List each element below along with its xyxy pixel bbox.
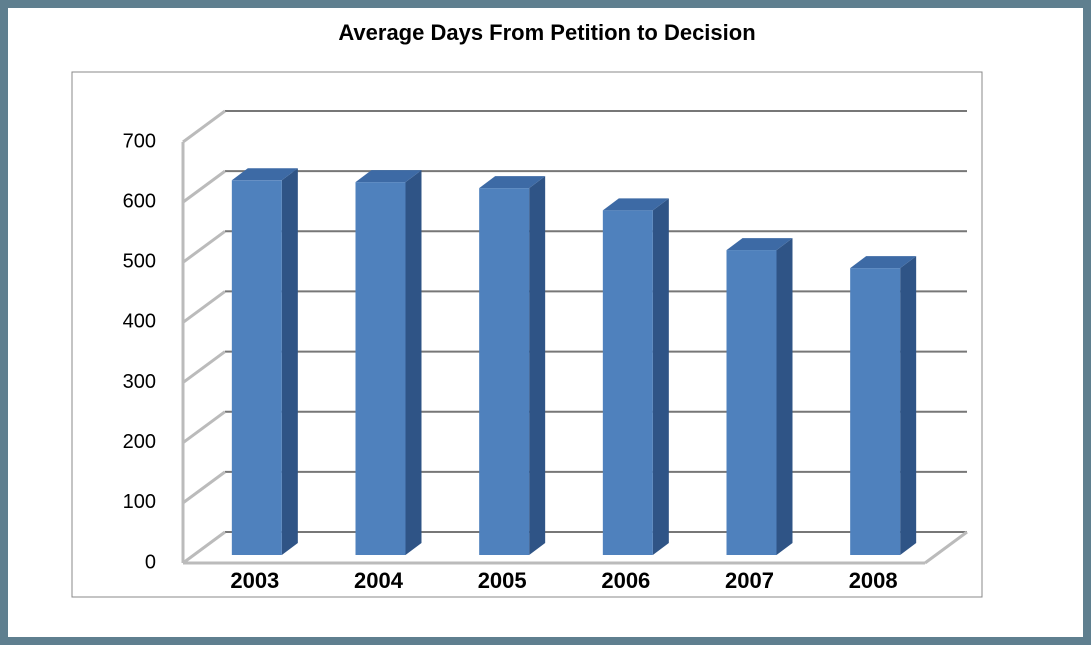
x-tick-label: 2008 bbox=[849, 568, 898, 593]
grid-line-side bbox=[182, 350, 226, 384]
bar-top bbox=[850, 256, 917, 269]
bar-side bbox=[652, 198, 669, 556]
bar bbox=[726, 250, 777, 555]
grid-line-side bbox=[182, 169, 226, 204]
y-tick-label: 200 bbox=[123, 431, 156, 453]
grid-line-side bbox=[182, 530, 226, 565]
bar-side bbox=[281, 168, 298, 555]
bar-side bbox=[529, 176, 546, 555]
bar-top bbox=[479, 176, 546, 189]
bar-top bbox=[355, 170, 422, 183]
y-tick-label: 400 bbox=[123, 311, 156, 333]
bar bbox=[355, 182, 406, 555]
grid-line-side bbox=[182, 290, 226, 324]
floor-edge bbox=[924, 530, 968, 565]
x-tick-label: 2006 bbox=[601, 568, 650, 593]
x-tick-label: 2005 bbox=[478, 568, 527, 593]
chart-title: Average Days From Petition to Decision bbox=[338, 20, 755, 45]
grid-line-side bbox=[182, 470, 226, 505]
bar-top bbox=[602, 198, 669, 211]
y-tick-label: 300 bbox=[123, 371, 156, 393]
bar-top bbox=[231, 168, 298, 181]
bar-side bbox=[900, 256, 917, 555]
grid-line-side bbox=[182, 109, 226, 144]
bar bbox=[479, 188, 530, 555]
y-tick-label: 0 bbox=[145, 551, 156, 573]
bar bbox=[850, 268, 901, 555]
bar-side bbox=[405, 170, 422, 555]
bar-side bbox=[776, 238, 793, 555]
x-tick-label: 2004 bbox=[354, 568, 404, 593]
grid: 0 100 200 300 400 500 600 700 bbox=[123, 109, 968, 573]
bar bbox=[602, 210, 653, 556]
y-tick-label: 100 bbox=[123, 491, 156, 513]
bar bbox=[231, 180, 282, 555]
x-tick-label: 2007 bbox=[725, 568, 774, 593]
y-tick-label: 700 bbox=[123, 130, 156, 152]
y-tick-label: 600 bbox=[123, 190, 156, 212]
x-tick-label: 2003 bbox=[230, 568, 279, 593]
bars bbox=[231, 168, 917, 556]
grid-line-side bbox=[182, 230, 226, 264]
y-tick-label: 500 bbox=[123, 251, 156, 273]
grid-line-side bbox=[182, 410, 226, 444]
bar-top bbox=[726, 238, 793, 251]
